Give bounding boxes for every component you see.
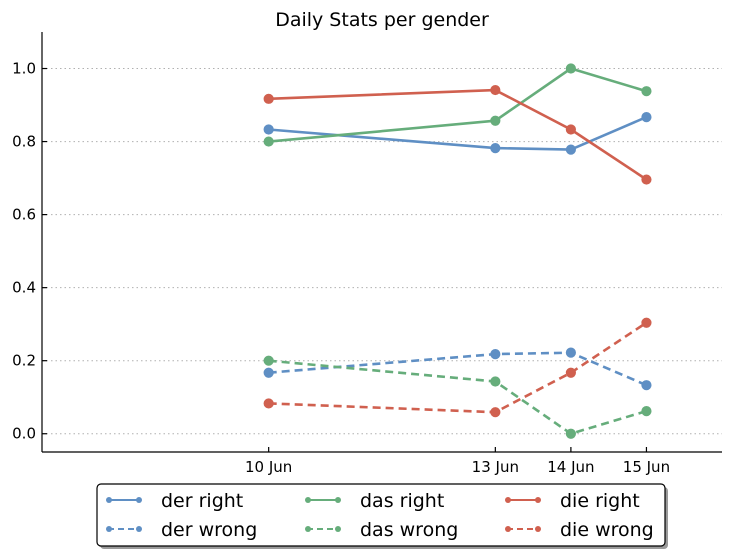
y-tick-label: 0.0 [12,425,36,443]
legend-marker [505,526,511,532]
legend-marker [535,497,541,503]
data-point [490,84,501,96]
series-line [268,115,647,151]
legend-item: der wrong [106,519,257,541]
axes: 0.0 0.2 0.4 0.6 0.8 1.0 10 Jun 13 Jun 14 Jun 15 J… [12,32,722,476]
series-der-wrong [263,347,652,391]
y-tick-label: 0.6 [12,206,36,224]
gridlines [42,68,722,435]
x-tick-label: 14 Jun [547,458,594,476]
legend-marker [305,526,311,532]
data-point [565,428,576,439]
data-point [641,405,652,417]
data-point [641,317,652,328]
data-point [565,144,576,155]
y-tick-label: 0.4 [12,279,36,297]
series-das-right [263,63,652,147]
series-layer [263,63,652,439]
series-line [268,88,648,181]
x-tick-label: 13 Jun [472,458,519,476]
series-line [268,359,647,436]
legend-marker [335,497,341,503]
legend-item: die wrong [505,519,654,541]
legend-marker [106,497,112,503]
x-tick-label: 15 Jun [623,458,670,476]
legend-marker [535,526,541,532]
legend-label: das right [360,490,444,512]
y-tick-label: 0.8 [12,133,36,151]
data-point [263,93,274,104]
legend-marker [305,497,311,503]
legend-label: die wrong [560,519,654,541]
data-point [565,367,576,378]
series-line [268,351,647,387]
data-point [263,124,274,135]
data-point [490,376,501,387]
series-der-right [263,111,652,155]
series-die-wrong [263,317,652,418]
x-tick-label: 10 Jun [245,458,292,476]
legend-label: die right [560,490,640,512]
legend-marker [505,497,511,503]
legend-item: der right [106,490,243,512]
legend-item: das right [305,490,444,512]
legend-label: der right [161,490,243,512]
series-das-wrong [263,355,652,439]
data-point [263,136,274,147]
series-line [268,321,648,414]
legend-label: das wrong [360,519,458,541]
data-point [565,124,576,135]
data-point [565,347,576,358]
y-tick-label: 1.0 [12,60,36,78]
series-line [268,67,647,143]
data-point [565,63,576,74]
series-die-right [263,84,652,185]
data-point [641,86,652,97]
legend-marker [136,497,142,503]
data-point [490,143,501,154]
legend-marker [106,526,112,532]
legend-marker [335,526,341,532]
data-point [263,367,274,378]
legend-item: die right [505,490,640,512]
data-point [490,407,501,418]
chart-title: Daily Stats per gender [275,9,489,31]
data-point [641,380,652,391]
data-point [641,174,652,185]
legend-item: das wrong [305,519,458,541]
data-point [263,398,274,409]
data-point [490,349,501,360]
data-point [263,355,274,366]
data-point [490,115,501,126]
data-point [641,111,652,123]
legend-label: der wrong [161,519,257,541]
legend: der right das right die right der wrong das … [96,483,668,549]
y-tick-label: 0.2 [12,352,36,370]
legend-marker [136,526,142,532]
